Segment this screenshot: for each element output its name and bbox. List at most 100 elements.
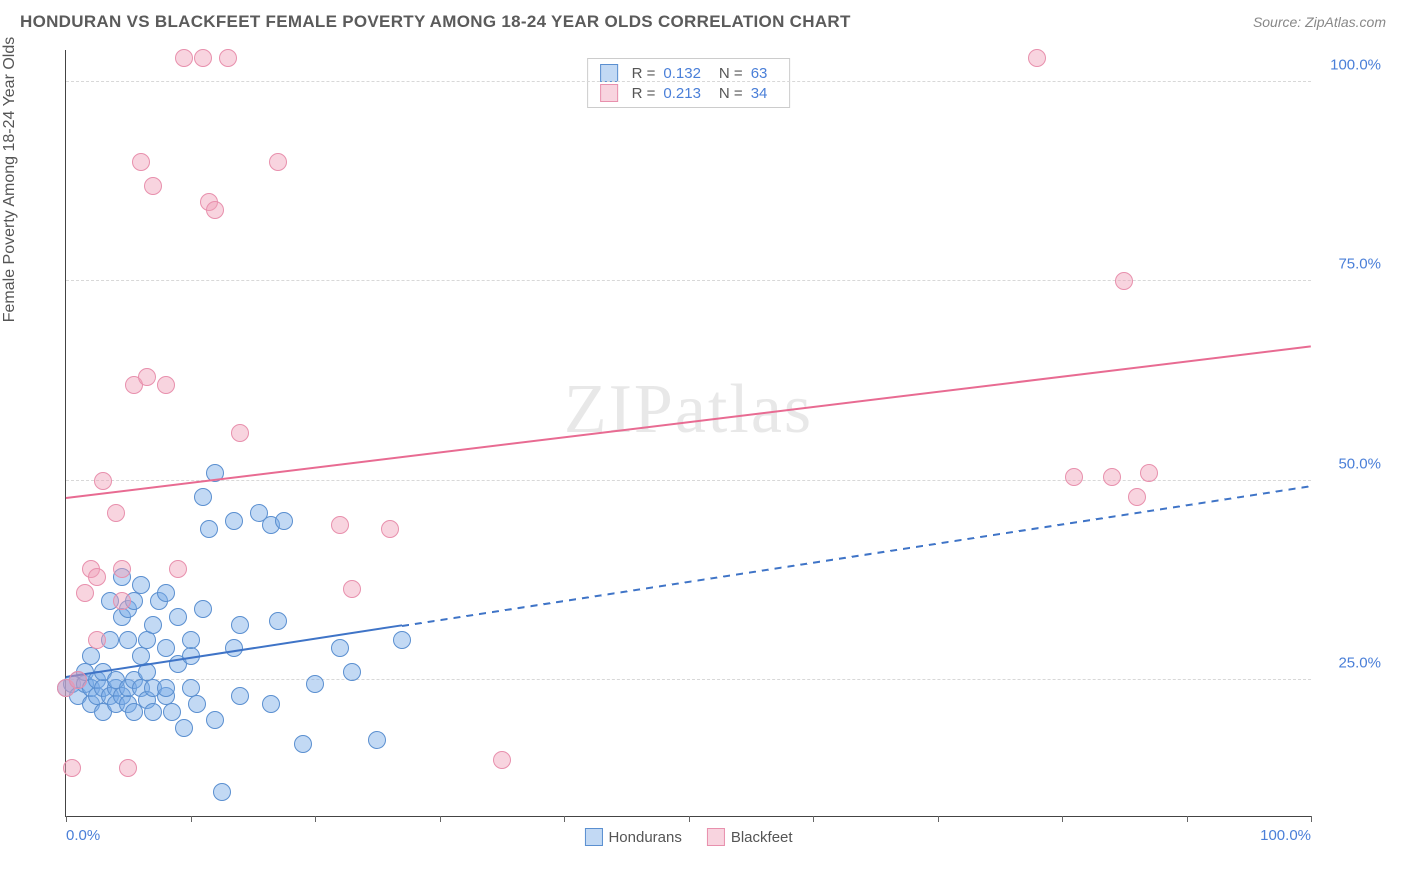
data-point: [107, 504, 125, 522]
chart-title: HONDURAN VS BLACKFEET FEMALE POVERTY AMO…: [20, 12, 851, 32]
data-point: [157, 639, 175, 657]
data-point: [169, 560, 187, 578]
data-point: [169, 608, 187, 626]
data-point: [294, 735, 312, 753]
y-tick-label: 75.0%: [1338, 256, 1381, 273]
data-point: [393, 631, 411, 649]
data-point: [219, 49, 237, 67]
legend-swatch: [707, 828, 725, 846]
data-point: [231, 616, 249, 634]
series-legend-item: Blackfeet: [707, 828, 793, 846]
data-point: [213, 783, 231, 801]
y-tick-label: 25.0%: [1338, 655, 1381, 672]
data-point: [343, 580, 361, 598]
data-point: [94, 472, 112, 490]
data-point: [1115, 272, 1133, 290]
data-point: [1128, 488, 1146, 506]
data-point: [69, 671, 87, 689]
stat-n-label: N =: [719, 85, 743, 102]
x-tick: [66, 816, 67, 822]
data-point: [1028, 49, 1046, 67]
x-tick: [689, 816, 690, 822]
data-point: [1140, 464, 1158, 482]
series-name: Blackfeet: [731, 829, 793, 846]
trend-line: [66, 345, 1311, 499]
x-tick: [1311, 816, 1312, 822]
legend-swatch: [584, 828, 602, 846]
data-point: [231, 424, 249, 442]
data-point: [343, 663, 361, 681]
y-axis-label: Female Poverty Among 18-24 Year Olds: [1, 37, 19, 323]
data-point: [493, 751, 511, 769]
stat-r-value: 0.213: [663, 85, 701, 102]
data-point: [1065, 468, 1083, 486]
data-point: [132, 153, 150, 171]
data-point: [113, 560, 131, 578]
data-point: [157, 376, 175, 394]
data-point: [163, 703, 181, 721]
data-point: [206, 201, 224, 219]
stat-n-value: 34: [751, 85, 768, 102]
data-point: [269, 612, 287, 630]
data-point: [381, 520, 399, 538]
data-point: [306, 675, 324, 693]
stat-r-label: R =: [632, 65, 656, 82]
stat-r-value: 0.132: [663, 65, 701, 82]
x-axis-min-label: 0.0%: [66, 827, 100, 844]
plot-area: ZIPatlas R =0.132N =63R =0.213N =34 Hond…: [65, 50, 1311, 817]
correlation-legend: R = 0.132 N = 63 R = 0.213 N = 34: [587, 58, 791, 108]
data-point: [368, 731, 386, 749]
data-point: [225, 512, 243, 530]
data-point: [275, 512, 293, 530]
data-point: [138, 631, 156, 649]
series-legend-item: Hondurans: [584, 828, 681, 846]
data-point: [119, 631, 137, 649]
legend-row: R = 0.213 N = 34: [600, 83, 778, 103]
data-point: [157, 679, 175, 697]
x-tick: [191, 816, 192, 822]
gridline: [66, 81, 1311, 82]
data-point: [188, 695, 206, 713]
trend-line-dashed: [402, 485, 1311, 627]
x-tick: [813, 816, 814, 822]
data-point: [206, 711, 224, 729]
stat-n-label: N =: [719, 65, 743, 82]
data-point: [76, 584, 94, 602]
data-point: [144, 177, 162, 195]
data-point: [63, 759, 81, 777]
data-point: [144, 703, 162, 721]
data-point: [269, 153, 287, 171]
data-point: [119, 759, 137, 777]
source-attribution: Source: ZipAtlas.com: [1253, 14, 1386, 30]
series-name: Hondurans: [608, 829, 681, 846]
legend-swatch: [600, 64, 618, 82]
data-point: [194, 49, 212, 67]
data-point: [200, 520, 218, 538]
data-point: [113, 592, 131, 610]
x-tick: [440, 816, 441, 822]
legend-swatch: [600, 84, 618, 102]
x-axis-max-label: 100.0%: [1260, 827, 1311, 844]
stat-n-value: 63: [751, 65, 768, 82]
data-point: [262, 695, 280, 713]
series-legend: Hondurans Blackfeet: [584, 828, 792, 846]
data-point: [144, 616, 162, 634]
x-tick: [315, 816, 316, 822]
data-point: [231, 687, 249, 705]
data-point: [194, 600, 212, 618]
data-point: [175, 719, 193, 737]
x-tick: [938, 816, 939, 822]
data-point: [88, 568, 106, 586]
gridline: [66, 679, 1311, 680]
data-point: [331, 516, 349, 534]
data-point: [331, 639, 349, 657]
x-tick: [1187, 816, 1188, 822]
y-tick-label: 50.0%: [1338, 455, 1381, 472]
data-point: [1103, 468, 1121, 486]
stat-r-label: R =: [632, 85, 656, 102]
chart-container: Female Poverty Among 18-24 Year Olds ZIP…: [20, 40, 1386, 872]
x-tick: [564, 816, 565, 822]
data-point: [88, 631, 106, 649]
y-tick-label: 100.0%: [1330, 56, 1381, 73]
data-point: [194, 488, 212, 506]
